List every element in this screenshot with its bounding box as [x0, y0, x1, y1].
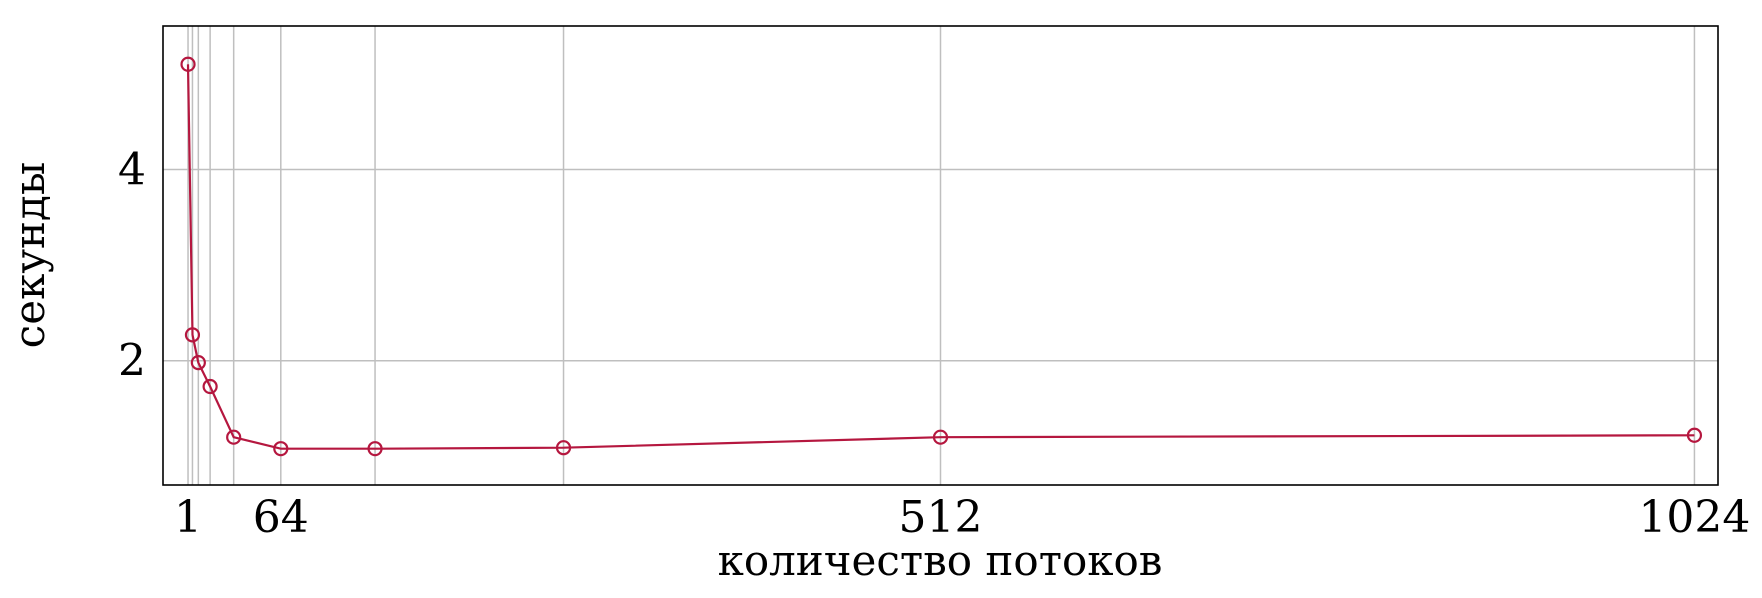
data-point — [180, 56, 196, 72]
data-point — [226, 429, 242, 445]
data-point — [367, 441, 383, 457]
data-point — [555, 440, 572, 456]
data-point — [1686, 427, 1703, 443]
y-tick-label: 4 — [118, 144, 146, 195]
x-tick-label: 64 — [253, 492, 309, 543]
data-point — [932, 429, 949, 445]
data-point — [190, 355, 206, 371]
data-point — [202, 378, 218, 395]
x-tick-labels: 1 64 512 1024 — [174, 492, 1750, 543]
y-tick-labels: 24 — [118, 144, 146, 386]
plot-frame — [162, 25, 1719, 486]
data-point — [184, 327, 201, 343]
series — [180, 56, 1703, 457]
data-point — [273, 441, 289, 457]
grid — [163, 26, 1718, 485]
x-tick-label: 512 — [899, 492, 983, 543]
series-line — [186, 64, 1695, 450]
y-tick-label: 2 — [118, 336, 146, 387]
x-axis-label: количество потоков — [718, 536, 1163, 585]
x-tick-label: 1 — [174, 492, 202, 543]
x-tick-label: 1024 — [1638, 492, 1750, 543]
y-axis-label: секунды — [5, 162, 54, 349]
